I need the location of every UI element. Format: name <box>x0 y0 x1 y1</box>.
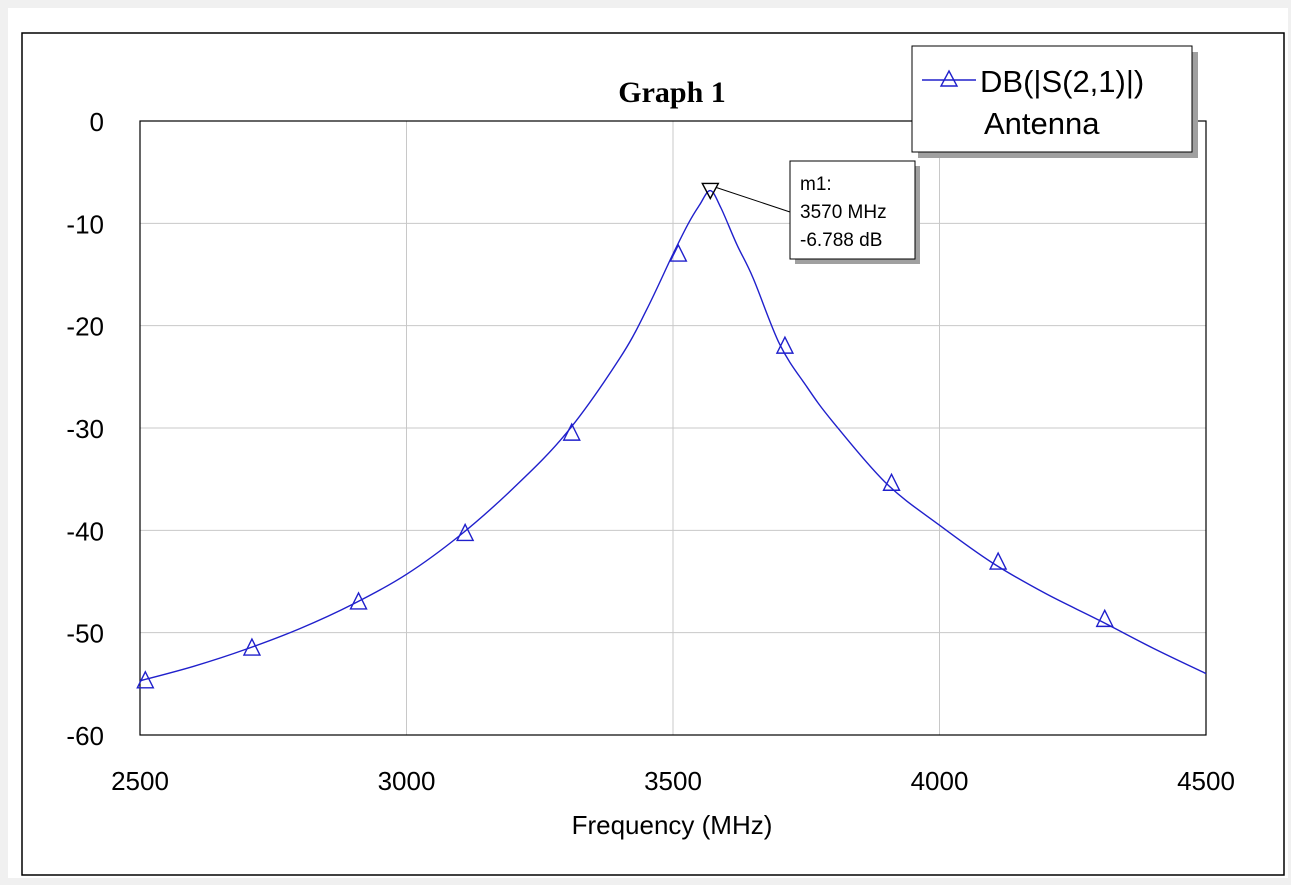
legend[interactable]: DB(|S(2,1)|) Antenna <box>911 45 1198 158</box>
chart-title: Graph 1 <box>618 76 726 109</box>
triangle-icon <box>939 69 959 87</box>
plot-area[interactable] <box>136 120 1207 736</box>
marker-box <box>789 160 916 260</box>
x-axis-label: Frequency (MHz) <box>572 810 773 840</box>
y-tick-label: -50 <box>66 619 104 649</box>
x-tick-label: 4000 <box>911 766 969 796</box>
series-point-marker <box>455 522 475 542</box>
y-tick-label: -60 <box>66 721 104 751</box>
y-axis-ticks: 0 -10 -20 -30 -40 -50 -60 <box>66 107 104 751</box>
legend-source-label: Antenna <box>984 106 1100 141</box>
series-point-marker <box>349 591 368 610</box>
legend-series-label: DB(|S(2,1)|) <box>980 64 1144 99</box>
marker-leader-line <box>716 186 791 213</box>
x-tick-label: 3000 <box>378 766 436 796</box>
marker-name: m1: <box>800 174 832 195</box>
x-tick-label: 3500 <box>644 766 702 796</box>
legend-box <box>911 45 1193 153</box>
series-point-marker <box>562 422 581 441</box>
series-layer <box>136 189 1207 689</box>
series-point-marker <box>242 637 262 656</box>
series-line <box>139 189 1207 682</box>
y-tick-label: -10 <box>66 209 104 239</box>
marker-frequency: 3570 MHz <box>800 202 887 223</box>
x-tick-label: 4500 <box>1177 766 1235 796</box>
y-tick-label: -40 <box>66 516 104 546</box>
x-axis-ticks: 2500 3000 3500 4000 4500 <box>111 766 1235 796</box>
series-point-marker <box>1095 608 1114 628</box>
series-point-marker <box>669 243 688 262</box>
series-point-marker <box>775 335 795 354</box>
y-tick-label: -20 <box>66 312 104 342</box>
y-tick-label: 0 <box>90 107 104 137</box>
x-tick-label: 2500 <box>111 766 169 796</box>
series-point-marker <box>988 551 1008 570</box>
plot-frame <box>139 120 1207 736</box>
series-point-marker <box>136 670 155 689</box>
marker-down-triangle-icon <box>701 182 720 200</box>
series-point-marker <box>882 472 901 491</box>
marker-m1[interactable]: m1: 3570 MHz -6.788 dB <box>701 160 920 264</box>
marker-value: -6.788 dB <box>800 230 882 251</box>
y-tick-label: -30 <box>66 414 104 444</box>
